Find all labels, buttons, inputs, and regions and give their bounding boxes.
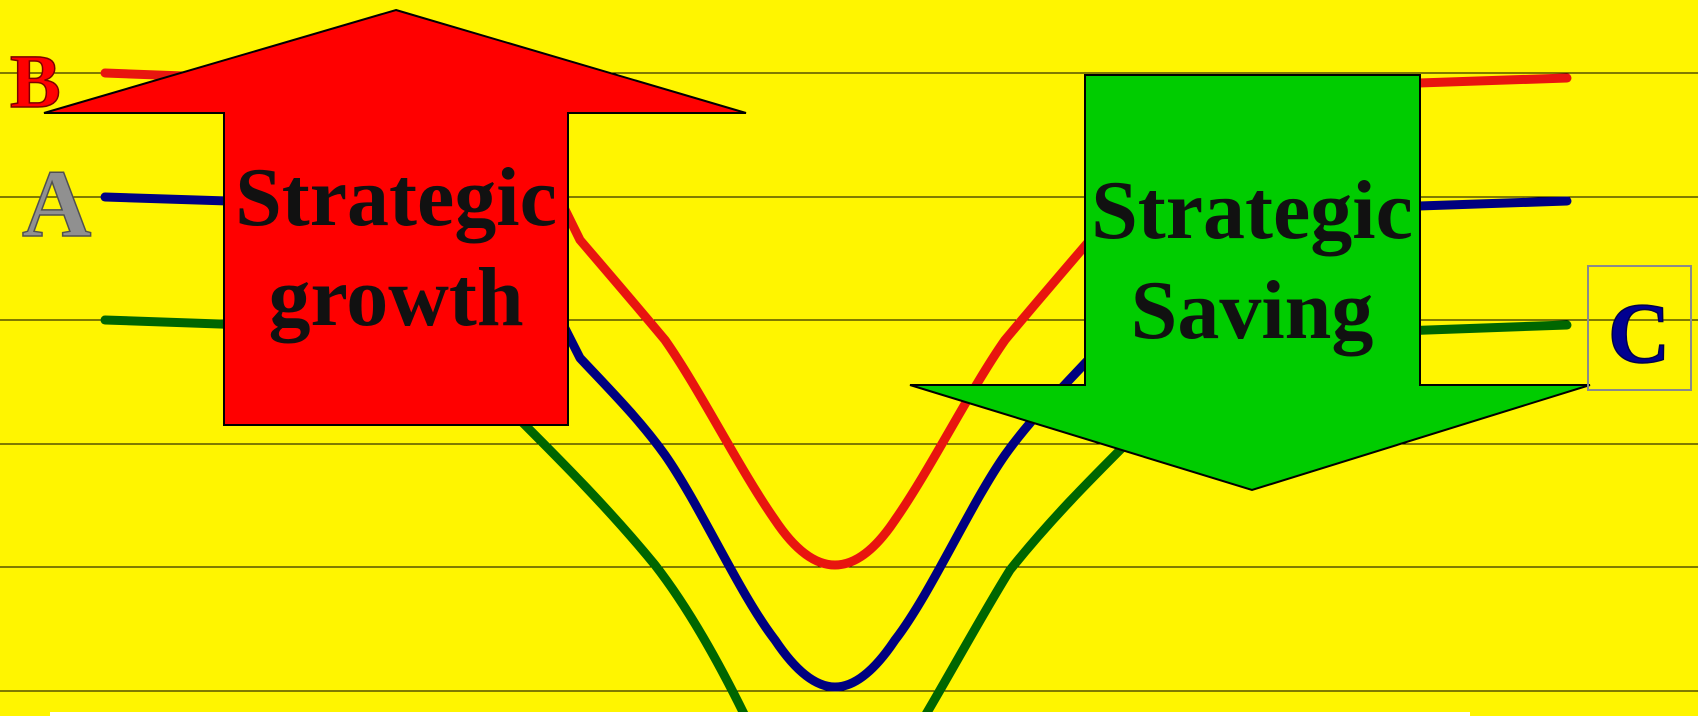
saving-label-line1: Strategic	[1091, 164, 1413, 257]
curve-c	[100, 315, 1572, 716]
saving-label-line2: Saving	[1131, 264, 1374, 357]
curve-a	[100, 192, 1572, 692]
label-b: B	[10, 40, 61, 124]
curve-b	[100, 68, 1572, 570]
label-c-box	[1587, 265, 1692, 391]
curves	[100, 68, 1572, 716]
label-a: A	[22, 150, 91, 257]
growth-arrow: Strategic growth	[43, 8, 747, 426]
growth-label-line2: growth	[268, 251, 523, 344]
label-c: C	[1608, 285, 1670, 381]
up-arrow-icon	[43, 8, 747, 426]
bottom-bar	[50, 712, 1470, 716]
saving-arrow: Strategic Saving	[909, 74, 1591, 492]
down-arrow-icon	[909, 74, 1591, 492]
growth-label-line1: Strategic	[235, 151, 557, 244]
